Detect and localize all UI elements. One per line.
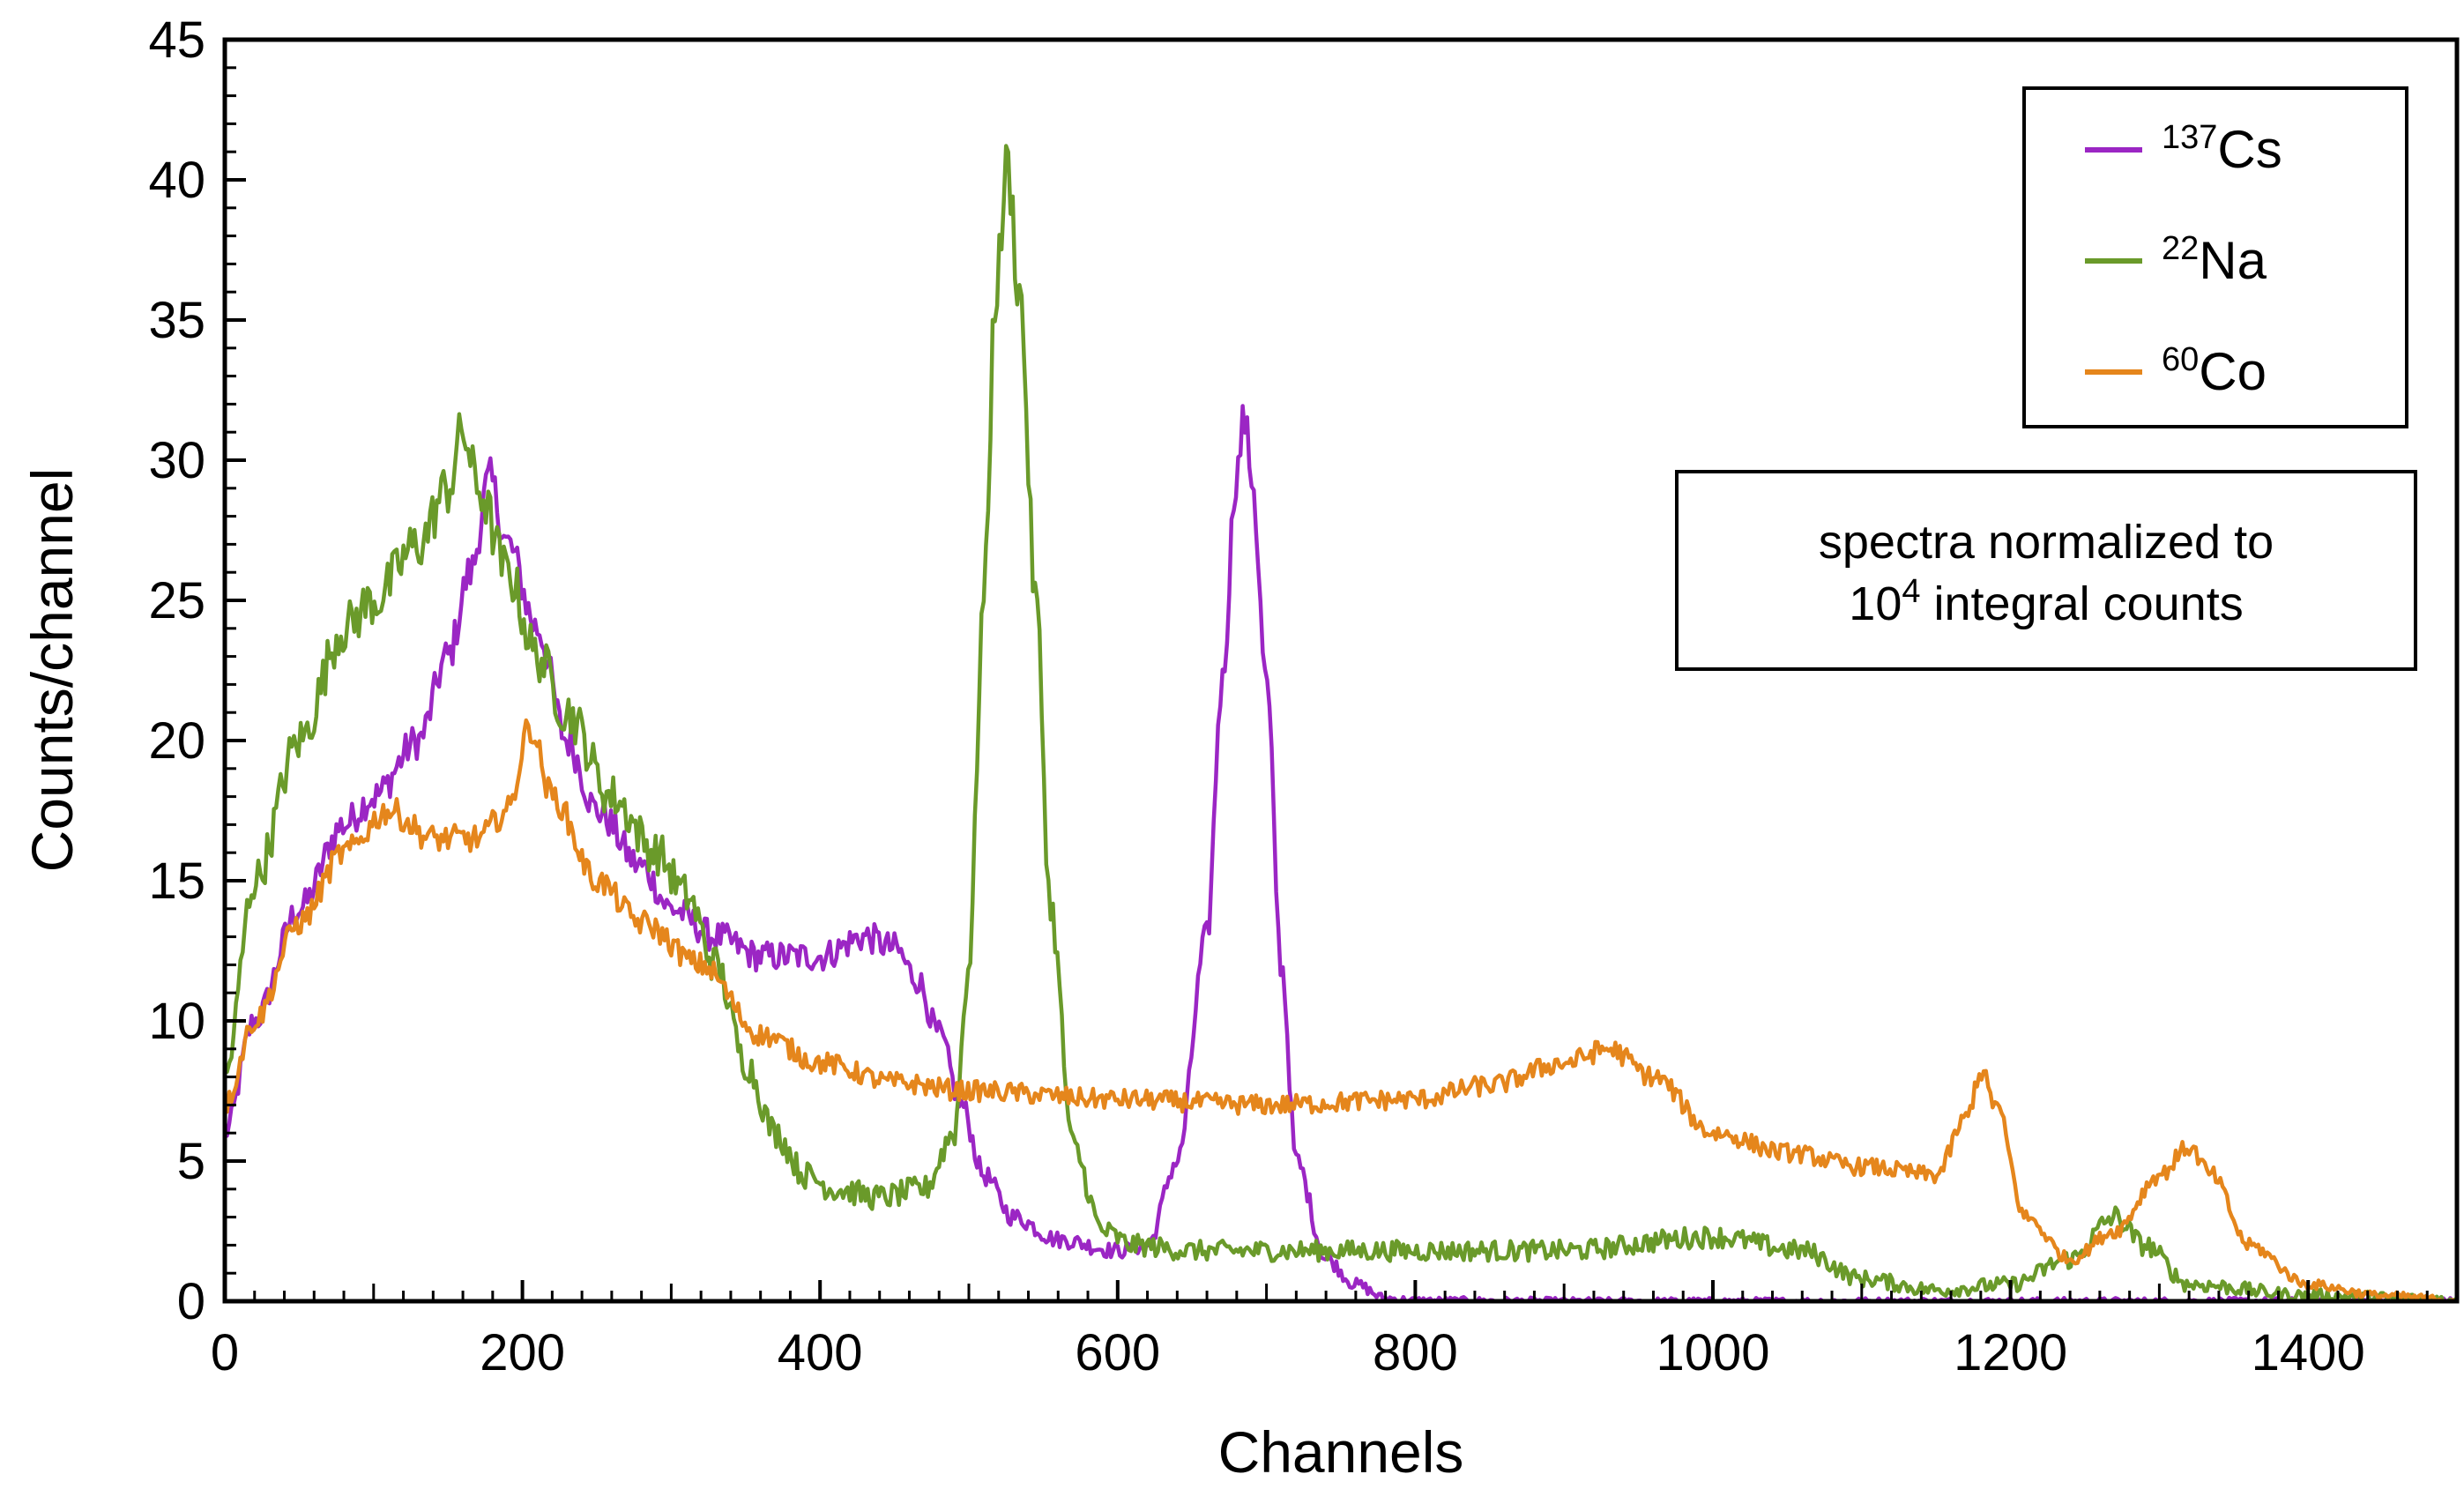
note-box <box>1675 470 2417 671</box>
legend-label-na22: 22Na <box>2162 230 2267 290</box>
note-line-1: spectra normalized to <box>1819 516 2274 569</box>
legend-label-cs137: 137Cs <box>2162 119 2282 179</box>
y-tick-label: 45 <box>148 11 205 69</box>
x-tick-label: 800 <box>1373 1324 1458 1381</box>
y-tick-label: 35 <box>148 292 205 349</box>
y-tick-label: 40 <box>148 152 205 209</box>
y-tick-label: 0 <box>177 1273 205 1330</box>
y-tick-label: 5 <box>177 1133 205 1190</box>
y-tick-label: 20 <box>148 712 205 770</box>
y-tick-label: 10 <box>148 993 205 1050</box>
series-co60-line <box>223 718 2457 1304</box>
y-tick-label: 15 <box>148 852 205 910</box>
x-tick-label: 0 <box>211 1324 239 1381</box>
note-line-2: 104 integral counts <box>1849 573 2243 630</box>
x-tick-label: 1200 <box>1954 1324 2067 1381</box>
legend-label-co60: 60Co <box>2162 341 2267 401</box>
plot-frame <box>222 37 2460 1304</box>
x-axis-title: Channels <box>1218 1419 1464 1485</box>
y-tick-label: 25 <box>148 572 205 629</box>
x-axis-ticks: 0 200 400 600 800 1000 1200 1400 <box>211 1280 2459 1381</box>
legend: 137Cs 22Na 60Co <box>2022 86 2408 428</box>
y-tick-label: 30 <box>148 432 205 489</box>
normalization-note: spectra normalized to 104 integral count… <box>1675 470 2417 671</box>
x-tick-label: 1400 <box>2252 1324 2365 1381</box>
x-tick-label: 600 <box>1075 1324 1160 1381</box>
x-tick-label: 1000 <box>1656 1324 1769 1381</box>
y-axis-ticks: 0 5 10 15 20 25 30 35 40 45 <box>148 11 246 1330</box>
y-axis-title: Counts/channel <box>19 468 85 873</box>
x-tick-label: 200 <box>480 1324 565 1381</box>
x-tick-label: 400 <box>778 1324 863 1381</box>
